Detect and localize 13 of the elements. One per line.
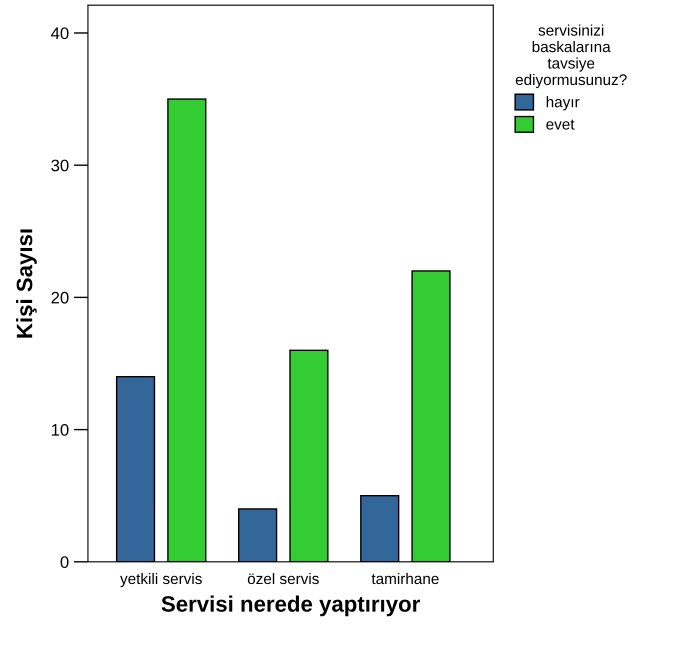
legend-label: evet <box>546 120 574 130</box>
y-tick-label: 30 <box>51 160 69 172</box>
x-tick-label: yetkili servis <box>120 572 202 588</box>
legend-title: servisinizi baskalarına tavsiye ediyormusunuz? <box>516 24 627 88</box>
x-axis-title: Servisi nerede yaptırıyor <box>162 596 420 616</box>
y-tick-label: 40 <box>51 27 69 40</box>
y-axis-title: Kişi Sayısı <box>16 229 37 338</box>
x-tick-label: özel servis <box>248 572 319 584</box>
y-tick-label: 10 <box>52 424 69 436</box>
legend-label: hayır <box>546 96 580 110</box>
x-tick-label: tamirhane <box>372 572 439 584</box>
y-tick-label: 0 <box>60 556 69 568</box>
y-tick-label: 20 <box>51 292 69 304</box>
